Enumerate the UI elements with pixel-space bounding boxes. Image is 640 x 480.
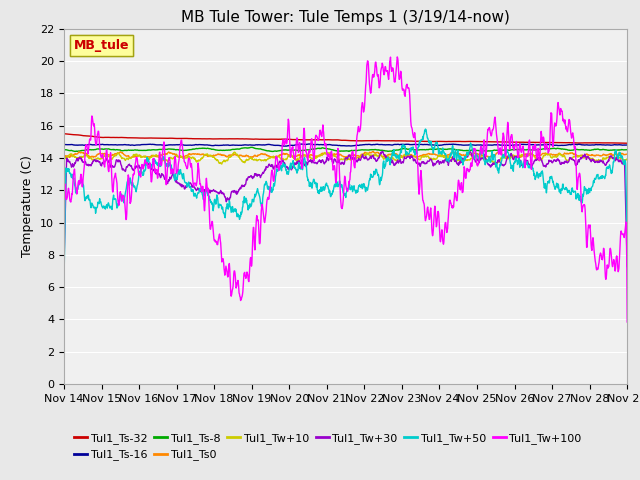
Tul1_Tw+50 (623, 248, 631, 253)
Tul1_Ts0 (126, 155, 134, 161)
Tul1_Ts-8 (300, 147, 308, 153)
Tul1_Tw+10 (493, 162, 500, 168)
Line: Tul1_Tw+50: Tul1_Tw+50 (64, 129, 627, 283)
Tul1_Tw+30 (311, 160, 319, 166)
Tul1_Tw+100 (311, 148, 319, 154)
Tul1_Tw+50 (321, 186, 328, 192)
Line: Tul1_Ts-16: Tul1_Ts-16 (64, 144, 627, 146)
Tul1_Ts-32 (299, 137, 307, 143)
Line: Tul1_Tw+10: Tul1_Tw+10 (64, 152, 627, 165)
Tul1_Tw+100 (381, 71, 388, 76)
Tul1_Ts-32 (311, 137, 319, 143)
Tul1_Ts-8 (381, 148, 389, 154)
Tul1_Tw+50 (422, 126, 429, 132)
Tul1_Tw+100 (321, 143, 328, 148)
Tul1_Tw+100 (623, 319, 631, 325)
Tul1_Ts0 (381, 153, 389, 158)
Title: MB Tule Tower: Tule Temps 1 (3/19/14-now): MB Tule Tower: Tule Temps 1 (3/19/14-now… (181, 10, 510, 25)
Tul1_Tw+50 (104, 204, 111, 209)
Tul1_Ts0 (300, 153, 307, 158)
Tul1_Tw+30 (127, 163, 134, 169)
Line: Tul1_Tw+100: Tul1_Tw+100 (64, 57, 627, 322)
Tul1_Tw+100 (127, 199, 134, 205)
Tul1_Tw+10 (300, 152, 307, 158)
Tul1_Tw+30 (379, 148, 387, 154)
Tul1_Ts0 (60, 154, 68, 159)
Tul1_Tw+10 (230, 149, 238, 155)
Tul1_Tw+50 (299, 164, 307, 170)
Tul1_Ts-16 (305, 141, 313, 147)
Tul1_Tw+30 (623, 264, 631, 269)
Tul1_Ts-8 (322, 145, 330, 151)
Line: Tul1_Ts-32: Tul1_Ts-32 (64, 134, 627, 143)
Tul1_Tw+50 (381, 166, 388, 171)
Tul1_Ts-8 (104, 146, 111, 152)
Tul1_Tw+50 (127, 178, 134, 183)
Tul1_Ts-16 (623, 142, 631, 148)
Legend: Tul1_Ts-32, Tul1_Ts-16, Tul1_Ts-8, Tul1_Ts0, Tul1_Tw+10, Tul1_Tw+30, Tul1_Tw+50,: Tul1_Ts-32, Tul1_Ts-16, Tul1_Ts-8, Tul1_… (70, 429, 586, 465)
Tul1_Tw+30 (321, 160, 328, 166)
Tul1_Ts-16 (381, 142, 389, 148)
Tul1_Ts-32 (381, 138, 388, 144)
Tul1_Ts-8 (312, 146, 319, 152)
Tul1_Tw+30 (381, 152, 388, 157)
Tul1_Ts-32 (104, 134, 111, 140)
Tul1_Ts0 (311, 153, 319, 159)
Tul1_Tw+10 (623, 156, 631, 162)
Y-axis label: Temperature (C): Temperature (C) (22, 156, 35, 257)
Tul1_Ts-8 (60, 147, 68, 153)
Tul1_Ts-16 (322, 142, 330, 148)
Tul1_Tw+30 (60, 262, 68, 267)
Line: Tul1_Ts-8: Tul1_Ts-8 (64, 147, 627, 152)
Tul1_Ts-16 (300, 141, 307, 147)
Tul1_Tw+10 (127, 155, 134, 161)
Line: Tul1_Tw+30: Tul1_Tw+30 (64, 151, 627, 266)
Tul1_Ts-8 (127, 147, 134, 153)
Tul1_Tw+100 (299, 147, 307, 153)
Tul1_Ts-8 (269, 149, 276, 155)
Tul1_Tw+10 (60, 156, 68, 162)
Tul1_Ts0 (127, 155, 134, 160)
Tul1_Ts0 (321, 150, 329, 156)
Tul1_Ts-16 (127, 143, 134, 148)
Tul1_Tw+100 (60, 283, 68, 288)
Tul1_Tw+100 (394, 54, 401, 60)
Tul1_Ts-32 (321, 137, 328, 143)
Tul1_Ts-32 (127, 135, 134, 141)
Tul1_Ts0 (104, 152, 111, 157)
Tul1_Tw+50 (60, 280, 68, 286)
Tul1_Tw+10 (311, 155, 319, 161)
Line: Tul1_Ts0: Tul1_Ts0 (64, 151, 627, 158)
Tul1_Ts-16 (282, 144, 289, 149)
Tul1_Tw+10 (104, 153, 111, 159)
Tul1_Tw+100 (104, 159, 111, 165)
Tul1_Tw+30 (299, 160, 307, 166)
Tul1_Ts-8 (623, 147, 631, 153)
Tul1_Ts-8 (248, 144, 255, 150)
Tul1_Ts-32 (60, 131, 68, 137)
Tul1_Ts0 (369, 148, 377, 154)
Tul1_Tw+30 (104, 157, 111, 163)
Tul1_Ts0 (623, 151, 631, 157)
Tul1_Tw+10 (321, 150, 329, 156)
Tul1_Ts-16 (60, 142, 68, 147)
Tul1_Tw+10 (381, 156, 388, 161)
Tul1_Ts-16 (312, 142, 319, 147)
Tul1_Ts-32 (623, 140, 631, 146)
Tul1_Tw+50 (311, 180, 319, 186)
Tul1_Ts-16 (104, 142, 111, 147)
